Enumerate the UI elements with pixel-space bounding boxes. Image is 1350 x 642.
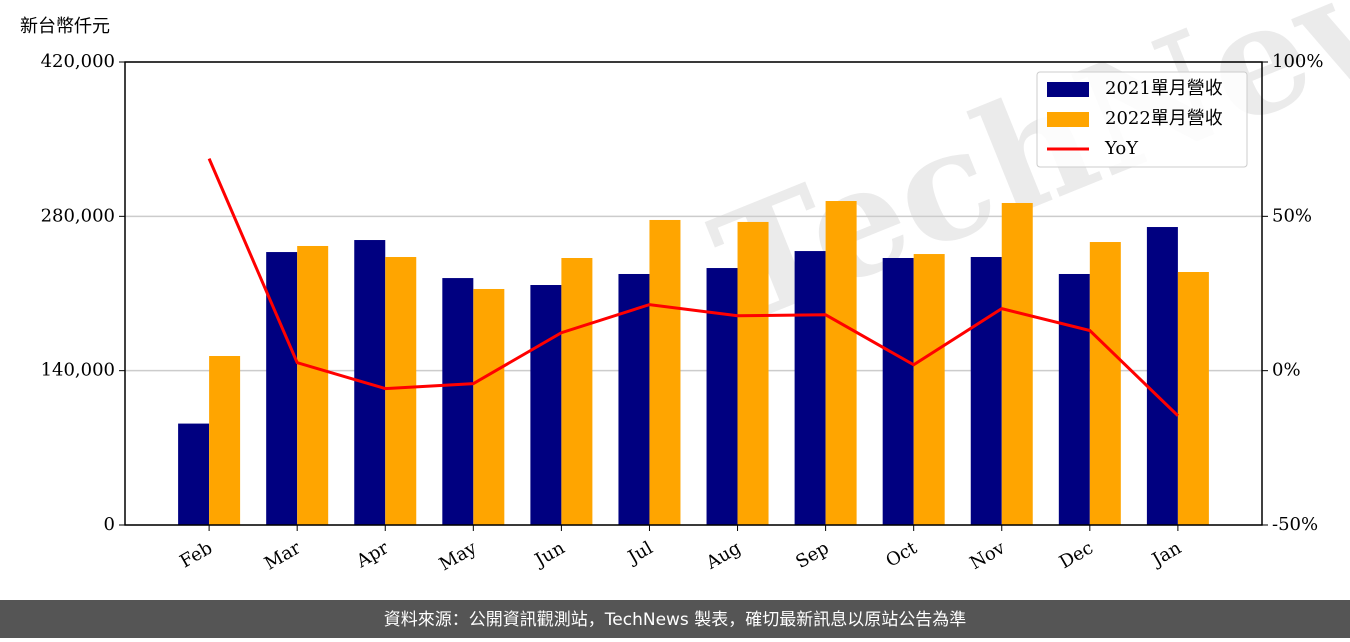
bar (825, 201, 857, 525)
bar (1001, 202, 1033, 526)
bar (178, 423, 210, 525)
bar (473, 288, 505, 525)
y-tick-label: 420,000 (41, 51, 115, 72)
bar (882, 258, 914, 525)
legend-label: 2022單月營收 (1105, 108, 1223, 129)
legend-label: 2021單月營收 (1105, 78, 1223, 99)
bar (794, 251, 826, 525)
legend-label: YoY (1104, 138, 1139, 159)
y2-tick-label: 0% (1272, 360, 1301, 381)
plot-frame (124, 61, 1263, 526)
bar (530, 285, 562, 525)
bar (1089, 242, 1121, 526)
y2-tick-label: 50% (1272, 205, 1312, 226)
footer-text: 資料來源：公開資訊觀測站，TechNews 製表，確切最新訊息以原站公告為準 (384, 610, 966, 630)
bar (1058, 273, 1090, 525)
legend-swatch (1047, 112, 1089, 127)
bar (1177, 272, 1209, 525)
line (207, 158, 1179, 417)
y-tick-label: 280,000 (41, 205, 115, 226)
y-tick-label: 140,000 (41, 360, 115, 381)
bar (385, 257, 417, 525)
bar (913, 254, 945, 525)
y2-tick-label: -50% (1272, 514, 1318, 535)
bar (1146, 227, 1178, 525)
y2-tick-label: 100% (1272, 51, 1323, 72)
bar (649, 219, 681, 525)
bar (618, 273, 650, 525)
bar (266, 252, 298, 525)
bar (706, 268, 738, 525)
y-tick-label: 0 (104, 514, 115, 535)
y-axis-label: 新台幣仟元 (20, 16, 110, 37)
bar (209, 356, 241, 525)
bar (561, 258, 593, 525)
legend-box (1036, 71, 1248, 168)
bar (970, 257, 1002, 525)
footer-band (0, 600, 1350, 638)
bar (442, 278, 474, 525)
legend-swatch (1047, 82, 1089, 97)
bar (737, 221, 769, 525)
bar (297, 245, 329, 526)
